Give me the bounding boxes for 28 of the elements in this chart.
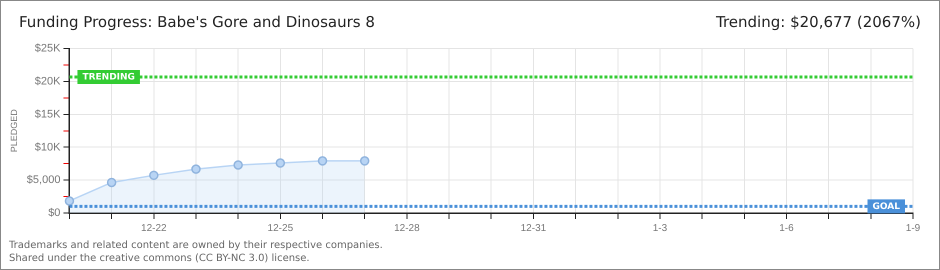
x-tick-label: 1-6 [779,222,794,234]
y-axis-title: PLEDGED [8,108,19,152]
point [106,178,116,188]
text: Shared under the creative commons (CC BY-NC 3.0) license. [9,252,311,265]
point [318,156,328,166]
point [276,158,286,168]
point [191,164,201,174]
x-tick-label: 12-28 [394,222,420,234]
ref-line-label: GOAL [872,202,900,212]
y-tick-label: $25K [34,42,62,55]
point [233,160,243,170]
chart-title: Funding Progress: Babe's Gore and Dinosaurs 8 [19,13,375,31]
y-tick-label: $5,000 [26,174,60,186]
ref-line-label: TRENDING [82,72,135,82]
x-tick-label: 12-22 [141,222,168,234]
point [149,170,159,180]
x-tick-label: 12-25 [268,222,294,234]
y-tick-label: $10K [34,141,62,154]
y-tick-label: $20K [34,76,62,88]
point [360,156,370,166]
chart-subtitle: Trending: $20,677 (2067%) [716,13,921,31]
y-tick-label: $0 [48,207,60,220]
point [64,196,74,206]
y-tick-label: $15K [34,108,62,120]
text: Trademarks and related content are owned by their respective companies. [9,239,383,252]
x-tick-label: 1-9 [906,222,921,234]
x-tick-label: 12-31 [520,222,547,234]
x-tick-label: 1-3 [652,222,668,234]
